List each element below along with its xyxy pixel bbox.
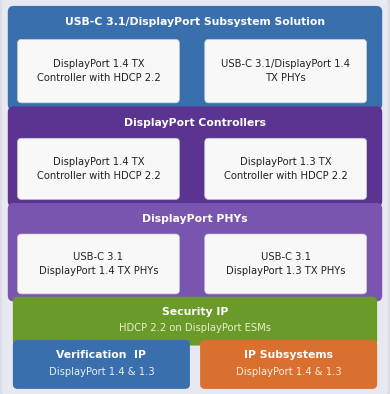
FancyBboxPatch shape: [8, 106, 382, 207]
FancyBboxPatch shape: [205, 234, 367, 294]
Text: DisplayPort 1.4 & 1.3: DisplayPort 1.4 & 1.3: [49, 366, 154, 377]
FancyBboxPatch shape: [13, 340, 190, 389]
Text: USB-C 3.1/DisplayPort Subsystem Solution: USB-C 3.1/DisplayPort Subsystem Solution: [65, 17, 325, 27]
FancyBboxPatch shape: [2, 0, 388, 394]
FancyBboxPatch shape: [8, 6, 382, 110]
FancyBboxPatch shape: [18, 138, 179, 199]
FancyBboxPatch shape: [205, 39, 367, 103]
Text: HDCP 2.2 on DisplayPort ESMs: HDCP 2.2 on DisplayPort ESMs: [119, 323, 271, 333]
Text: DisplayPort Controllers: DisplayPort Controllers: [124, 117, 266, 128]
Text: DisplayPort PHYs: DisplayPort PHYs: [142, 214, 248, 224]
FancyBboxPatch shape: [200, 340, 377, 389]
Text: USB-C 3.1
DisplayPort 1.4 TX PHYs: USB-C 3.1 DisplayPort 1.4 TX PHYs: [39, 252, 158, 276]
Text: DisplayPort 1.4 TX
Controller with HDCP 2.2: DisplayPort 1.4 TX Controller with HDCP …: [37, 59, 160, 83]
Text: DisplayPort 1.4 & 1.3: DisplayPort 1.4 & 1.3: [236, 366, 341, 377]
Text: Verification  IP: Verification IP: [57, 350, 146, 360]
FancyBboxPatch shape: [8, 203, 382, 301]
FancyBboxPatch shape: [13, 297, 377, 346]
FancyBboxPatch shape: [18, 39, 179, 103]
Text: DisplayPort 1.3 TX
Controller with HDCP 2.2: DisplayPort 1.3 TX Controller with HDCP …: [224, 157, 347, 181]
Text: IP Subsystems: IP Subsystems: [244, 350, 333, 360]
Text: Security IP: Security IP: [162, 307, 228, 317]
Text: USB-C 3.1/DisplayPort 1.4
TX PHYs: USB-C 3.1/DisplayPort 1.4 TX PHYs: [221, 59, 350, 83]
Text: DisplayPort 1.4 TX
Controller with HDCP 2.2: DisplayPort 1.4 TX Controller with HDCP …: [37, 157, 160, 181]
Text: USB-C 3.1
DisplayPort 1.3 TX PHYs: USB-C 3.1 DisplayPort 1.3 TX PHYs: [226, 252, 346, 276]
FancyBboxPatch shape: [205, 138, 367, 199]
FancyBboxPatch shape: [18, 234, 179, 294]
